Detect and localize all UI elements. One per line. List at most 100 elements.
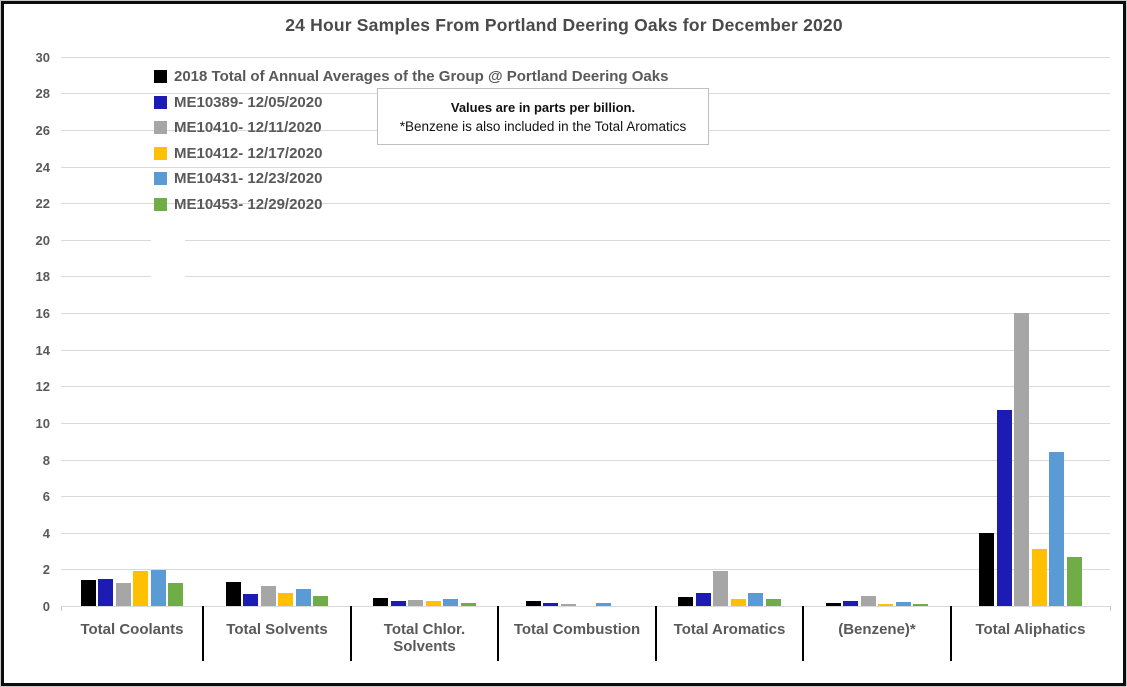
bar [560, 603, 576, 606]
bar [913, 604, 929, 606]
bar [825, 603, 841, 606]
legend-item-4: ME10412- 12/17/2020 [154, 141, 668, 167]
y-axis-label: 24 [35, 159, 50, 175]
bar-group-2 [203, 57, 351, 606]
white-patch [151, 232, 185, 287]
gridline-2 [61, 569, 1110, 571]
y-axis-label: 2 [42, 562, 50, 578]
gridline-20 [61, 239, 1110, 241]
bar [150, 570, 166, 606]
bar [408, 599, 424, 606]
bar [860, 595, 876, 606]
bar-group-1 [61, 57, 203, 606]
bar [168, 583, 184, 606]
y-axis-label: 8 [42, 452, 50, 468]
gridline-8 [61, 459, 1110, 461]
bar [1031, 549, 1047, 606]
bar [443, 598, 459, 606]
bar [695, 593, 711, 606]
y-axis-label: 12 [35, 379, 50, 395]
bar [1014, 313, 1030, 606]
bar [390, 600, 406, 606]
bar-group-5 [656, 57, 803, 606]
category-label: Total Coolants [80, 621, 184, 638]
legend-label: ME10389- 12/05/2020 [174, 93, 323, 111]
gridline-0 [61, 606, 1110, 607]
y-axis-label: 28 [35, 86, 50, 102]
bar-group-4 [498, 57, 656, 606]
bar [243, 594, 259, 606]
y-axis-label: 30 [35, 49, 50, 65]
gridline-4 [61, 532, 1110, 534]
bar [313, 595, 329, 606]
gridline-22 [61, 203, 1110, 205]
bar [373, 597, 389, 606]
chart-title: 24 Hour Samples From Portland Deering Oa… [285, 15, 843, 35]
bar [979, 532, 995, 606]
legend-item-1: 2018 Total of Annual Averages of the Gro… [154, 64, 668, 90]
bar [1049, 452, 1065, 606]
legend-swatch-icon [154, 95, 167, 109]
category-divider [497, 606, 499, 661]
bar [460, 603, 476, 606]
category-label: (Benzene)* [838, 621, 916, 638]
bar [843, 601, 859, 606]
bar [730, 598, 746, 606]
bar-group-7 [951, 57, 1110, 606]
bar [425, 600, 441, 606]
category-label: Total Aromatics [673, 621, 786, 638]
bar [260, 585, 276, 606]
bar [295, 588, 311, 606]
gridline-18 [61, 276, 1110, 278]
bar [895, 602, 911, 606]
legend-item-5: ME10431- 12/23/2020 [154, 166, 668, 192]
axis-end-tick [1110, 606, 1111, 611]
y-axis-label: 18 [35, 269, 50, 285]
category-divider [202, 606, 204, 661]
bar-group-3 [351, 57, 498, 606]
legend-swatch-icon [154, 70, 167, 84]
bar [996, 410, 1012, 606]
legend-label: ME10412- 12/17/2020 [174, 144, 323, 162]
legend-label: ME10410- 12/11/2020 [174, 119, 322, 137]
legend-label: ME10453- 12/29/2020 [174, 195, 323, 213]
gridline-12 [61, 386, 1110, 388]
legend-item-2: ME10389- 12/05/2020 [154, 90, 668, 116]
gridline-10 [61, 422, 1110, 424]
note-box: Values are in parts per billion. *Benzen… [377, 88, 709, 145]
bar-group-6 [803, 57, 951, 606]
category-divider [802, 606, 804, 661]
bar [765, 598, 781, 606]
legend-label: ME10431- 12/23/2020 [174, 170, 323, 188]
legend-swatch-icon [154, 146, 167, 160]
category-label: Total Aliphatics [975, 621, 1086, 638]
axis-end-tick [61, 606, 62, 611]
note-line-2: *Benzene is also included in the Total A… [399, 118, 687, 134]
category-label: Total Chlor. Solvents [383, 621, 466, 655]
bar [80, 580, 96, 606]
legend: 2018 Total of Annual Averages of the Gro… [154, 64, 668, 217]
bar [678, 596, 694, 606]
bar [225, 582, 241, 606]
bar [278, 593, 294, 606]
legend-swatch-icon [154, 121, 167, 135]
bar [713, 571, 729, 606]
gridline-6 [61, 496, 1110, 498]
y-axis-label: 26 [35, 122, 50, 138]
category-divider [950, 606, 952, 661]
bar [595, 603, 611, 606]
y-axis-label: 16 [35, 306, 50, 322]
category-divider [655, 606, 657, 661]
bar [1066, 556, 1082, 606]
legend-item-3: ME10410- 12/11/2020 [154, 115, 668, 141]
bar [115, 583, 131, 606]
y-axis-label: 10 [35, 415, 50, 431]
bar [98, 579, 114, 606]
legend-swatch-icon [154, 197, 167, 211]
bar [543, 603, 559, 606]
y-axis-label: 0 [42, 599, 50, 614]
y-axis-label: 20 [35, 232, 50, 248]
bar [133, 571, 149, 606]
bar [878, 604, 894, 606]
